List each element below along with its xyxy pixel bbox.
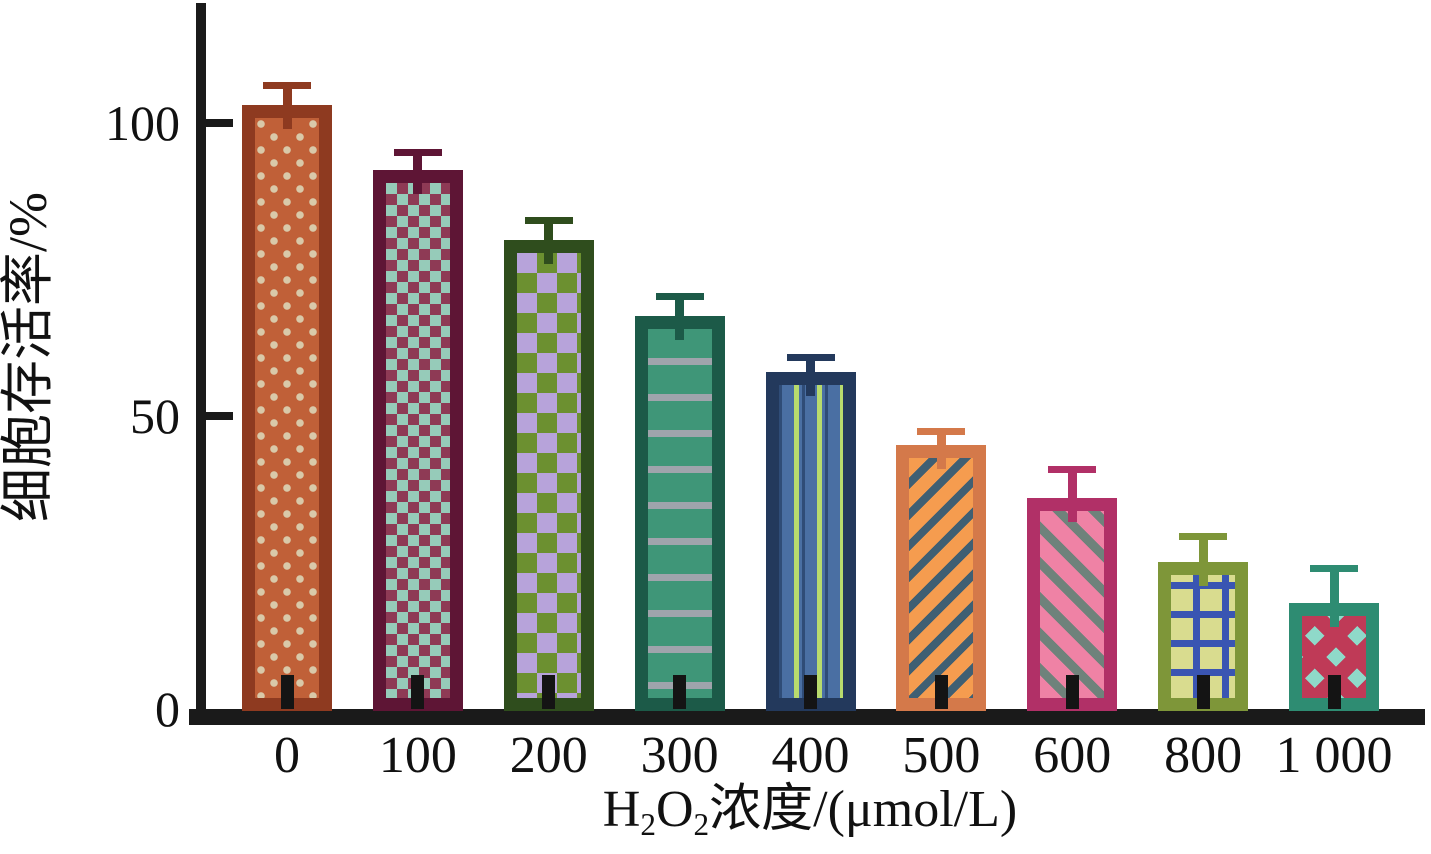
x-tick-mark-500 [934,675,948,709]
bar-fill-200 [516,253,581,698]
y-tick-label-100: 100 [105,94,180,151]
bar-200 [503,240,594,711]
bar-fill-300 [647,329,712,698]
x-tick-label-100: 100 [378,727,457,784]
error-bar-stem-300 [675,292,685,341]
x-axis-spine [189,709,1425,725]
error-bar-stem-500 [936,427,946,470]
x-tick-mark-100 [411,675,425,709]
x-tick-mark-1000 [1327,675,1341,709]
bar-100 [372,169,463,711]
y-tick-label-0: 0 [155,681,180,737]
y-axis-spine [196,3,206,724]
y-tick-mark-50 [205,411,233,420]
x-tick-mark-0 [280,675,294,709]
x-tick-label-400: 400 [771,727,850,784]
error-bar-cap-0 [263,81,311,89]
error-bar-cap-200 [524,216,573,224]
error-bar-stem-400 [806,354,815,396]
x-axis-title-segment: 浓度/(μmol/L) [709,781,1018,838]
error-bar-cap-100 [393,149,442,157]
bar-fill-400 [778,384,843,698]
error-bar-cap-400 [786,354,835,362]
x-tick-label-500: 500 [902,727,981,784]
error-bar-cap-300 [655,292,704,300]
x-tick-label-1000: 1 000 [1275,727,1393,784]
x-axis-title-segment: H [602,781,641,838]
x-tick-label-300: 300 [640,727,719,784]
x-tick-label-200: 200 [509,727,588,784]
error-bar-stem-200 [544,216,554,265]
x-tick-label-600: 600 [1033,727,1112,784]
error-bar-stem-0 [282,81,292,130]
error-bar-cap-800 [1179,533,1228,541]
x-tick-mark-800 [1196,675,1210,709]
x-axis-title-subscript: 2 [693,807,710,843]
bar-fill-600 [1040,510,1105,698]
error-bar-stem-100 [413,149,423,194]
x-axis-title-subscript: 2 [640,807,656,843]
error-bar-stem-800 [1198,533,1208,587]
bar-0 [242,105,332,711]
bar-500 [896,445,987,711]
bar-fill-100 [385,182,450,698]
bar-300 [634,316,725,711]
x-axis-title-segment: O [655,781,694,838]
x-tick-mark-200 [542,675,556,709]
error-bar-stem-600 [1067,465,1077,522]
y-tick-label-50: 50 [130,387,180,444]
y-axis-title: 细胞存活率/% [0,192,58,522]
error-bar-stem-1000 [1329,565,1339,628]
bar-fill-0 [255,118,319,698]
error-bar-cap-1000 [1310,565,1358,573]
x-tick-mark-300 [673,675,687,709]
y-tick-mark-100 [205,118,233,127]
x-axis-title: H2O2浓度/(μmol/L) [602,781,1018,841]
x-tick-label-0: 0 [274,727,300,784]
x-tick-label-800: 800 [1164,727,1243,784]
bar-400 [765,371,856,711]
bar-fill-500 [909,458,974,698]
error-bar-cap-500 [917,427,966,435]
error-bar-cap-600 [1048,465,1097,473]
bar-fill-800 [1171,575,1236,698]
x-tick-mark-400 [804,675,817,709]
x-tick-mark-600 [1065,675,1079,709]
